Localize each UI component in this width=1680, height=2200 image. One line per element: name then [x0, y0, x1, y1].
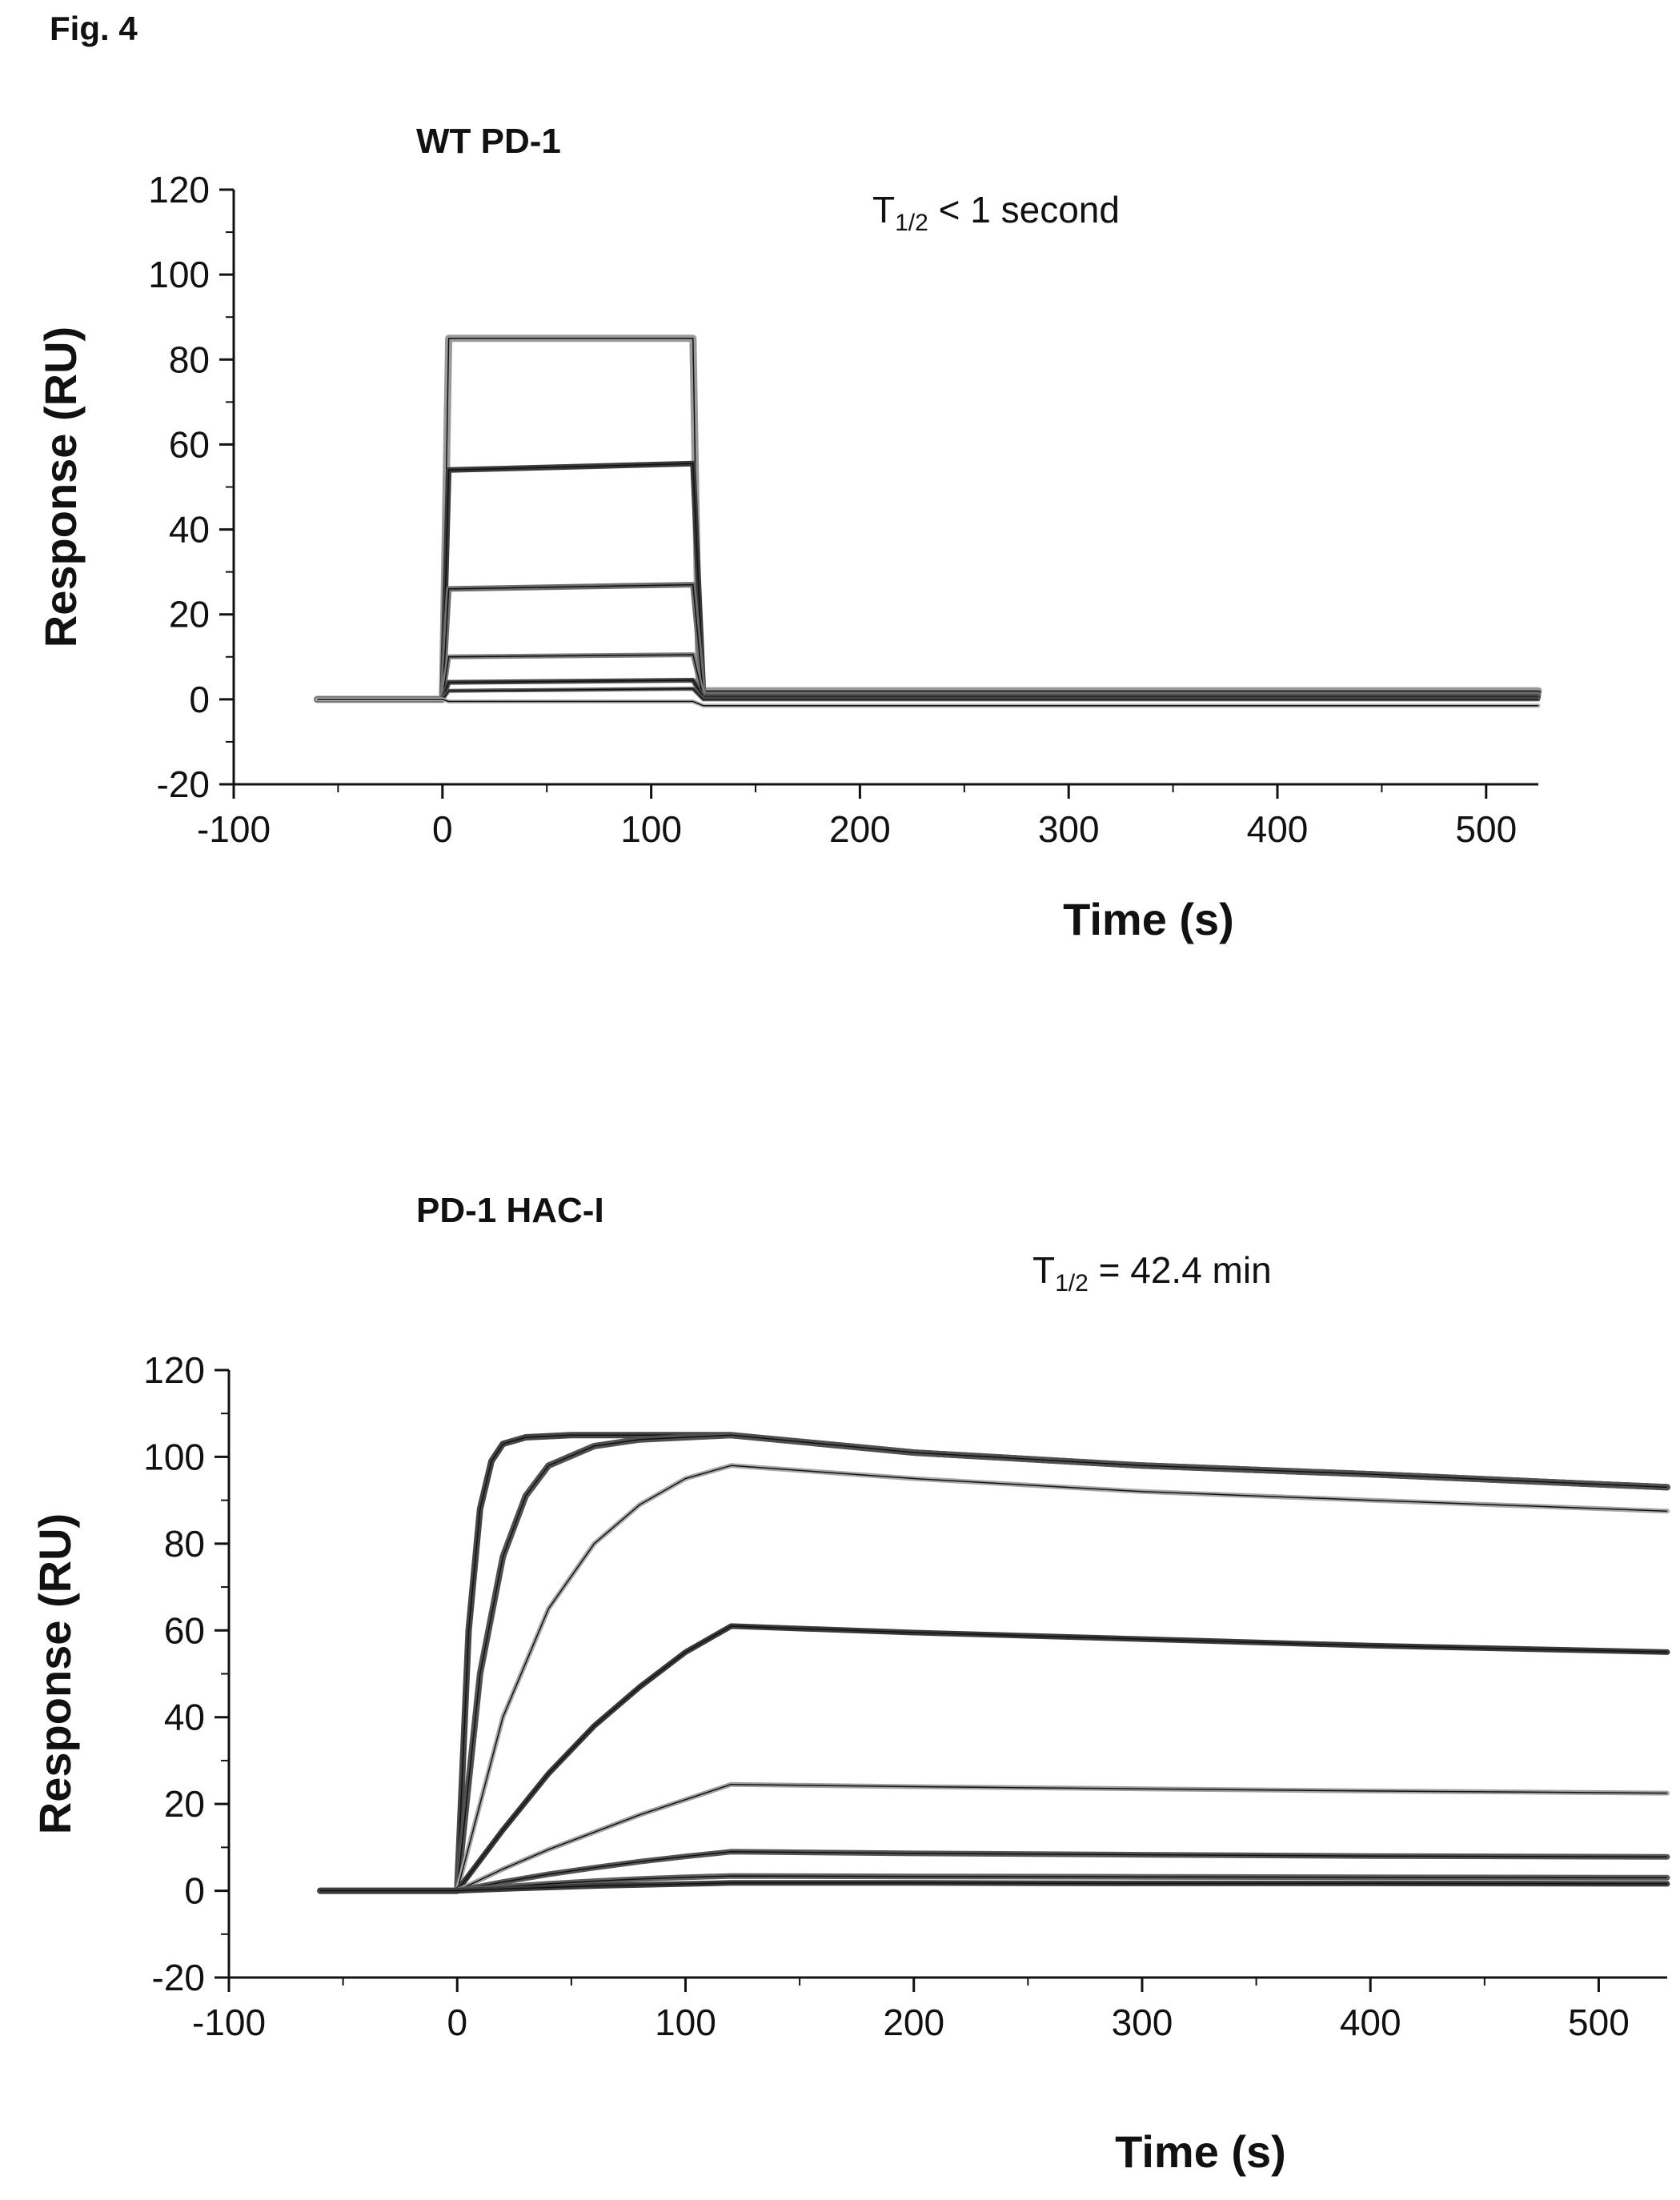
x-tick-label: 100 [655, 2002, 716, 2043]
x-tick-label: 300 [1112, 2002, 1173, 2043]
fit-line-1 [317, 338, 1538, 700]
y-tick-label: 20 [164, 1783, 205, 1825]
y-tick-label: 100 [148, 254, 210, 295]
x-tick-label: 400 [1247, 808, 1309, 850]
y-axis-title: Response (RU) [35, 327, 86, 647]
half-life-annotation-wt: T1/2 < 1 second [872, 189, 1120, 236]
x-tick-label: 100 [620, 808, 682, 850]
y-tick-label: 100 [143, 1436, 205, 1477]
x-tick-label: 0 [447, 2002, 467, 2043]
x-tick-label: 200 [883, 2002, 944, 2043]
half-life-annotation-haci: T1/2 = 42.4 min [1032, 1249, 1272, 1296]
fit-line-4 [320, 1625, 1668, 1892]
chart-title-wt-pd1: WT PD-1 [416, 122, 561, 161]
chart-panel-2: -100 0 100 200 300 400 500 -20 0 20 40 60 80 100 120 Ti… [30, 1349, 1670, 2177]
y-tick-label: 20 [169, 594, 210, 635]
data-series-1 [313, 335, 1542, 703]
data-series-2 [314, 460, 1542, 703]
y-tick-label: 40 [164, 1697, 205, 1738]
y-tick-label: -20 [157, 763, 210, 805]
y-tick-label: 40 [169, 509, 210, 551]
x-tick-label: 500 [1455, 808, 1517, 850]
y-tick-label: 0 [189, 679, 210, 720]
y-axis-title: Response (RU) [30, 1513, 80, 1834]
y-tick-label: 0 [184, 1870, 205, 1912]
fit-line-5 [320, 1783, 1668, 1892]
y-tick-label: -20 [152, 1957, 205, 1998]
fit-line-2 [320, 1434, 1668, 1892]
x-axis-title: Time (s) [1115, 2126, 1286, 2177]
fit-line-6 [320, 1851, 1668, 1892]
chart-panel-1: -100 0 100 200 300 400 500 -20 0 20 40 60 80 100 120 Ti… [35, 169, 1542, 944]
fit-line-8 [320, 1882, 1668, 1892]
fit-line-7 [317, 699, 1538, 707]
x-axis-title: Time (s) [1063, 894, 1234, 944]
x-tick-label: -100 [197, 808, 271, 850]
x-tick-label: 300 [1038, 808, 1100, 850]
y-tick-label: 80 [164, 1523, 205, 1565]
y-tick-label: 120 [143, 1349, 205, 1391]
y-tick-label: 60 [164, 1609, 205, 1651]
y-tick-label: 120 [148, 169, 210, 210]
x-tick-label: -100 [192, 2002, 266, 2043]
fit-line-3 [320, 1465, 1668, 1892]
data-series-3 [318, 1463, 1670, 1893]
x-tick-label: 200 [829, 808, 891, 850]
x-tick-label: 400 [1340, 2002, 1401, 2043]
chart-title-pd1-haci: PD-1 HAC-I [416, 1191, 604, 1230]
figure-label: Fig. 4 [50, 10, 138, 47]
x-tick-label: 0 [432, 808, 453, 850]
fit-line-2 [317, 463, 1538, 700]
y-tick-label: 80 [169, 339, 210, 380]
y-tick-label: 60 [169, 423, 210, 465]
x-tick-label: 500 [1568, 2002, 1630, 2043]
